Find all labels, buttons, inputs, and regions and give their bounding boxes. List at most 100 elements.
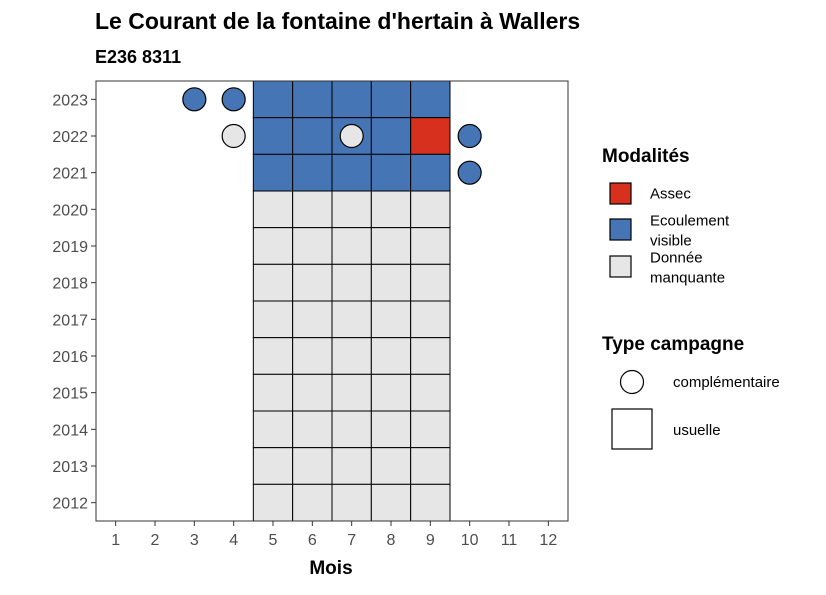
x-tick-label: 2	[151, 532, 160, 549]
heat-cell	[292, 117, 333, 155]
legend-modalites-title: Modalités	[602, 146, 690, 167]
heat-cell	[410, 373, 451, 412]
campaign-point	[457, 160, 482, 185]
heat-cell	[410, 190, 451, 229]
heat-cell	[410, 227, 451, 265]
chart-subtitle: E236 8311	[95, 47, 181, 67]
x-tick-label: 9	[426, 532, 435, 549]
legend-circle-key	[619, 369, 645, 395]
legend-label: Assec	[650, 186, 691, 203]
campaign-point	[221, 87, 246, 112]
x-axis-title: Mois	[309, 558, 352, 579]
heat-cell	[252, 373, 294, 412]
heat-cell	[410, 410, 451, 449]
heat-cell	[410, 153, 451, 192]
y-tick-label: 2015	[52, 386, 88, 403]
heat-cell	[252, 153, 294, 192]
heat-cell	[252, 447, 294, 485]
y-tick-label: 2012	[52, 496, 88, 513]
heat-cell	[292, 227, 333, 265]
heat-cell	[252, 190, 294, 229]
heat-cell	[331, 117, 372, 155]
heat-cell	[292, 447, 333, 485]
heat-cell	[410, 117, 451, 155]
heat-cell	[370, 483, 412, 522]
heat-cell	[331, 80, 372, 119]
heat-cell	[410, 263, 451, 302]
x-tick-label: 6	[308, 532, 317, 549]
heat-cell	[292, 337, 333, 375]
heat-cell	[252, 227, 294, 265]
campaign-point	[457, 123, 482, 149]
heat-cell	[331, 337, 372, 375]
heat-cell	[370, 117, 412, 155]
heat-cell	[410, 447, 451, 485]
heat-cell	[331, 483, 372, 522]
heat-cell	[331, 373, 372, 412]
heat-cell	[370, 410, 412, 449]
heat-cell	[370, 190, 412, 229]
heat-cell	[292, 190, 333, 229]
legend-label: complémentaire	[673, 374, 780, 391]
y-axis: 2012 2013 2014 2015 2016 2017 2018 2019 2020 2021…	[52, 92, 96, 513]
y-tick-label: 2022	[52, 129, 88, 146]
heat-cell	[331, 263, 372, 302]
heat-cell	[252, 117, 294, 155]
heat-cell	[370, 227, 412, 265]
x-tick-label: 7	[347, 532, 356, 549]
legend-label: usuelle	[673, 422, 721, 439]
legend-label: visible	[650, 233, 692, 250]
x-tick-label: 12	[539, 532, 557, 549]
heat-cell	[292, 300, 333, 339]
legend-key	[609, 182, 632, 205]
heat-cell	[370, 263, 412, 302]
y-tick-label: 2013	[52, 459, 88, 476]
chart-title: Le Courant de la fontaine d'hertain à Wa…	[95, 8, 580, 34]
legend-square-key	[611, 408, 653, 450]
heat-cell	[370, 300, 412, 339]
x-tick-label: 3	[190, 532, 199, 549]
heat-cell	[410, 337, 451, 375]
heat-cell	[292, 410, 333, 449]
heat-cell	[292, 483, 333, 522]
heat-cell	[331, 153, 372, 192]
heat-cell	[331, 447, 372, 485]
legend-type-title: Type campagne	[602, 334, 744, 355]
heat-cell	[370, 153, 412, 192]
legend-label: Donnée	[650, 250, 703, 267]
legend-types: complémentaire usuelle	[611, 369, 780, 450]
points-layer	[182, 87, 482, 185]
panel-border	[95, 80, 569, 522]
heat-cell	[252, 410, 294, 449]
heat-cell	[370, 447, 412, 485]
x-tick-label: 4	[229, 532, 238, 549]
x-tick-label: 11	[501, 532, 518, 549]
heat-cell	[252, 263, 294, 302]
campaign-point	[221, 123, 246, 149]
cells-layer	[252, 80, 451, 522]
heat-cell	[252, 337, 294, 375]
heat-cell	[370, 80, 412, 119]
x-axis: 1 2 3 4 5 6 7 8 9 10 11 12	[111, 521, 557, 549]
campaign-point	[182, 87, 207, 112]
heat-cell	[410, 300, 451, 339]
y-tick-label: 2021	[52, 166, 88, 183]
legend-label: Ecoulement	[650, 213, 730, 230]
y-tick-label: 2017	[52, 312, 88, 329]
heat-cell	[292, 373, 333, 412]
heat-cell	[410, 483, 451, 522]
heat-cell	[370, 337, 412, 375]
heat-cell	[331, 190, 372, 229]
heat-cell	[331, 227, 372, 265]
heat-cell	[252, 300, 294, 339]
y-tick-label: 2018	[52, 276, 88, 293]
legend-label: manquante	[650, 270, 725, 287]
y-tick-label: 2023	[52, 92, 88, 109]
campaign-point	[339, 123, 364, 149]
y-tick-label: 2016	[52, 349, 88, 366]
legend-key	[609, 255, 632, 278]
heat-cell	[331, 410, 372, 449]
